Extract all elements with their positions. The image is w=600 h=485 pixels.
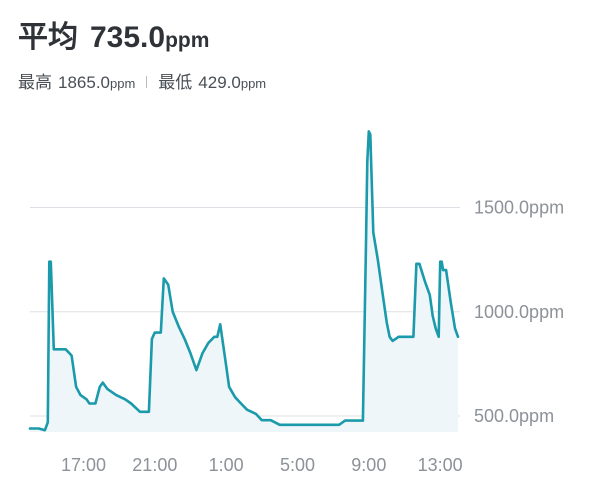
x-tick-label: 1:00: [209, 455, 244, 475]
average-value: 735.0: [90, 21, 166, 54]
max-unit: ppm: [110, 76, 136, 91]
x-tick-label: 5:00: [280, 455, 315, 475]
series-line: [28, 130, 460, 432]
max-value: 1865.0: [58, 73, 110, 92]
max-min-row: 最高 1865.0 ppm 最低 429.0 ppm: [18, 68, 266, 93]
average-unit: ppm: [165, 29, 210, 52]
separator: [146, 76, 148, 88]
x-tick-label: 21:00: [132, 455, 177, 475]
min-value: 429.0: [198, 73, 241, 92]
y-tick-label: 1500.0ppm: [474, 198, 564, 218]
max-label: 最高: [18, 73, 52, 92]
average-label: 平均: [18, 21, 78, 54]
x-tick-label: 9:00: [351, 455, 386, 475]
x-tick-label: 13:00: [418, 455, 463, 475]
series-area-fill: [30, 131, 458, 432]
y-tick-label: 500.0ppm: [474, 406, 554, 426]
min-label: 最低: [158, 73, 193, 92]
summary-header: 平均 735.0 ppm 最高 1865.0 ppm 最低 429.0 ppm: [18, 12, 266, 93]
min-unit: ppm: [240, 76, 267, 91]
y-tick-label: 1000.0ppm: [474, 302, 564, 322]
x-tick-label: 17:00: [61, 455, 106, 475]
average-row: 平均 735.0 ppm: [18, 12, 266, 56]
